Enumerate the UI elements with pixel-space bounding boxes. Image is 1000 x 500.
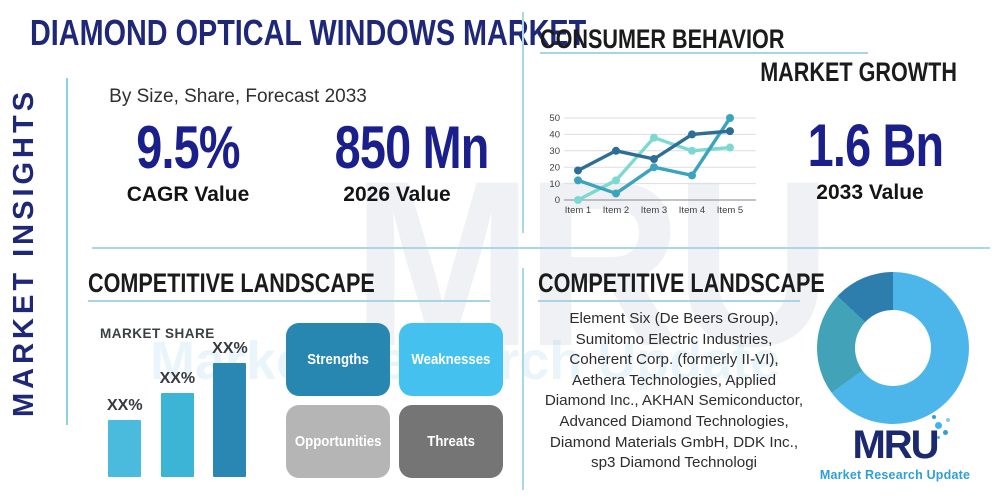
stat-cagr-value: 9.5%	[136, 114, 240, 181]
company-list-line: sp3 Diamond Technologi	[590, 454, 758, 472]
bar	[213, 363, 247, 477]
bar-value-label: XX%	[159, 370, 196, 387]
stat-2026: 850 Mn 2026 Value	[317, 114, 490, 207]
bar-chart-title: MARKET SHARE	[100, 326, 215, 341]
sidebar-vertical-label: MARKET INSIGHTS	[8, 87, 40, 418]
stat-2026-label: 2026 Value	[343, 183, 451, 206]
stat-cagr: 9.5% CAGR Value	[108, 114, 268, 207]
mru-logo-mark: MRU	[852, 415, 950, 467]
heading-market-growth-text: MARKET GROWTH	[760, 57, 957, 87]
svg-text:Item 3: Item 3	[641, 205, 667, 216]
swot-opportunities-box: Opportunities	[286, 405, 390, 478]
svg-text:30: 30	[549, 146, 560, 157]
swot-grid: Strengths Weaknesses Opportunities Threa…	[286, 323, 503, 478]
swot-threats-label: Threats	[427, 433, 475, 450]
svg-text:50: 50	[549, 113, 560, 124]
heading-underline	[88, 300, 490, 302]
swot-opportunities-label: Opportunities	[294, 433, 382, 450]
page-title-text: DIAMOND OPTICAL WINDOWS MARKET	[30, 12, 587, 53]
vertical-divider-top	[522, 12, 524, 233]
heading-consumer-behavior: CONSUMER BEHAVIOR	[540, 24, 846, 55]
bar-column: XX%	[212, 340, 248, 477]
horizontal-divider	[92, 247, 990, 249]
company-list-line: Coherent Corp. (formerly II-VI),	[569, 351, 779, 369]
svg-text:Item 4: Item 4	[679, 205, 705, 216]
bar	[108, 420, 142, 477]
company-list-line: Diamond Materials GmbH, DDK Inc.,	[549, 433, 799, 451]
heading-consumer-behavior-text: CONSUMER BEHAVIOR	[540, 24, 785, 54]
bar-column: XX%	[107, 397, 143, 477]
svg-text:Item 5: Item 5	[717, 205, 743, 216]
vertical-divider-bottom	[522, 268, 524, 490]
company-list-line: Diamond Inc., AKHAN Semiconductor,	[544, 392, 804, 410]
splash-dots-icon	[931, 415, 936, 419]
splash-dots-icon	[945, 418, 950, 422]
company-list-line: Aethera Technologies, Applied	[571, 371, 777, 389]
company-list-line: Sumitomo Electric Industries,	[575, 330, 773, 348]
donut-chart	[817, 272, 969, 424]
heading-competitive-left-text: COMPETITIVE LANDSCAPE	[88, 268, 375, 298]
mru-logo-tagline: Market Research Update	[819, 468, 971, 482]
swot-strengths-box: Strengths	[286, 323, 390, 396]
bar-value-label: XX%	[212, 340, 248, 357]
company-list-line: Element Six (De Beers Group),	[569, 310, 779, 327]
svg-text:40: 40	[549, 130, 560, 141]
stat-cagr-label: CAGR Value	[126, 183, 250, 206]
swot-weaknesses-box: Weaknesses	[399, 323, 503, 396]
splash-dots-icon	[934, 422, 942, 429]
bar-column: XX%	[159, 370, 196, 477]
stat-2026-value: 850 Mn	[334, 114, 490, 181]
splash-dots-icon	[942, 430, 948, 435]
bar-chart: XX% XX% XX%	[107, 340, 248, 477]
bar	[160, 393, 194, 477]
subtitle: By Size, Share, Forecast 2033	[109, 86, 367, 107]
bar-value-label: XX%	[107, 397, 143, 414]
mru-logo-text: MRU	[852, 423, 939, 467]
stat-2033-label: 2033 Value	[816, 181, 924, 204]
swot-weaknesses-label: Weaknesses	[411, 351, 491, 368]
splash-dots-icon	[936, 436, 940, 439]
svg-text:0: 0	[555, 195, 560, 206]
svg-text:20: 20	[549, 162, 560, 173]
swot-threats-box: Threats	[399, 405, 503, 478]
stat-2033-value: 1.6 Bn	[807, 112, 945, 179]
heading-market-growth: MARKET GROWTH	[711, 57, 957, 88]
heading-underline	[540, 52, 868, 54]
heading-competitive-right-text: COMPETITIVE LANDSCAPE	[538, 268, 825, 298]
svg-text:10: 10	[549, 179, 560, 190]
svg-text:Item 1: Item 1	[565, 205, 591, 216]
swot-strengths-label: Strengths	[307, 351, 369, 368]
company-list-line: Advanced Diamond Technologies,	[559, 412, 789, 430]
sidebar-accent-line	[66, 78, 68, 425]
heading-competitive-right: COMPETITIVE LANDSCAPE	[538, 268, 897, 299]
company-list: Element Six (De Beers Group), Sumitomo El…	[528, 309, 820, 474]
svg-text:Item 2: Item 2	[603, 205, 629, 216]
page-title: DIAMOND OPTICAL WINDOWS MARKET	[30, 12, 725, 54]
mru-logo: MRU Market Research Update	[815, 415, 975, 482]
stat-2033: 1.6 Bn 2033 Value	[790, 112, 950, 205]
line-chart: 0 10 20 30 40 50 Item 1 Item 2 Item 3 Item 4 Item …	[549, 113, 756, 216]
heading-underline	[538, 300, 800, 302]
donut-hole	[855, 310, 931, 386]
heading-competitive-left: COMPETITIVE LANDSCAPE	[88, 268, 447, 299]
